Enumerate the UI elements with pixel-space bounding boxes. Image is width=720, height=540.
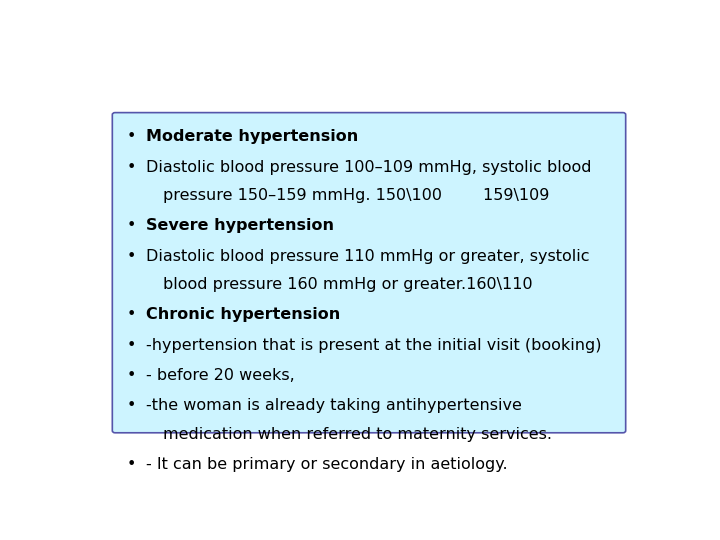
Text: blood pressure 160 mmHg or greater.160\110: blood pressure 160 mmHg or greater.160\1… [163, 277, 532, 292]
Text: •: • [126, 129, 135, 144]
Text: •: • [126, 399, 135, 413]
Text: Chronic hypertension: Chronic hypertension [145, 307, 340, 322]
Text: medication when referred to maternity services.: medication when referred to maternity se… [163, 427, 552, 442]
Text: - before 20 weeks,: - before 20 weeks, [145, 368, 294, 383]
Text: Moderate hypertension: Moderate hypertension [145, 129, 358, 144]
Text: Severe hypertension: Severe hypertension [145, 218, 334, 233]
Text: •: • [126, 218, 135, 233]
Text: pressure 150–159 mmHg. 150\100        159\109: pressure 150–159 mmHg. 150\100 159\109 [163, 188, 549, 203]
Text: -the woman is already taking antihypertensive: -the woman is already taking antihyperte… [145, 399, 522, 413]
Text: •: • [126, 307, 135, 322]
Text: •: • [126, 457, 135, 472]
FancyBboxPatch shape [112, 113, 626, 433]
Text: •: • [126, 338, 135, 353]
Text: - It can be primary or secondary in aetiology.: - It can be primary or secondary in aeti… [145, 457, 508, 472]
Text: Diastolic blood pressure 110 mmHg or greater, systolic: Diastolic blood pressure 110 mmHg or gre… [145, 248, 589, 264]
Text: •: • [126, 368, 135, 383]
Text: Diastolic blood pressure 100–109 mmHg, systolic blood: Diastolic blood pressure 100–109 mmHg, s… [145, 160, 591, 174]
Text: -hypertension that is present at the initial visit (booking): -hypertension that is present at the ini… [145, 338, 601, 353]
Text: •: • [126, 160, 135, 174]
Text: •: • [126, 248, 135, 264]
